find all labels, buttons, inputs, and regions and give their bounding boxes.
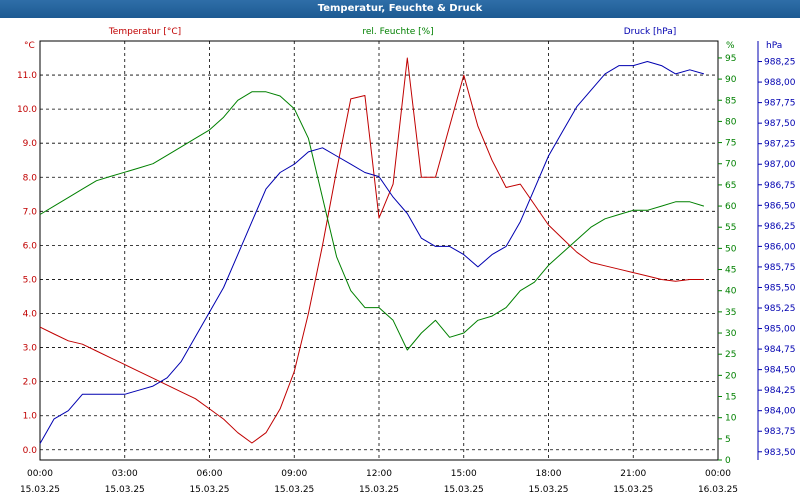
- x-tick-time: 21:00: [620, 469, 646, 479]
- humidity-tick-label: 55: [725, 223, 736, 233]
- humidity-axis-unit: %: [726, 41, 735, 51]
- humidity-tick-label: 15: [725, 393, 736, 403]
- temperature-tick-label: 10.0: [17, 105, 37, 115]
- humidity-tick-label: 5: [725, 435, 731, 445]
- pressure-tick-label: 987,50: [764, 119, 796, 129]
- pressure-tick-label: 985,00: [764, 325, 796, 335]
- temperature-tick-label: 7.0: [23, 207, 38, 217]
- humidity-tick-label: 50: [725, 244, 737, 254]
- humidity-tick-label: 35: [725, 308, 736, 318]
- temperature-tick-label: 9.0: [23, 139, 38, 149]
- humidity-tick-label: 0: [725, 456, 731, 466]
- legend-temperature: Temperatur [°C]: [108, 27, 181, 37]
- pressure-tick-label: 986,25: [764, 222, 796, 232]
- pressure-tick-label: 987,75: [764, 99, 796, 109]
- pressure-tick-label: 985,25: [764, 304, 796, 314]
- x-tick-date: 15.03.25: [528, 485, 568, 495]
- legend-pressure: Druck [hPa]: [624, 27, 677, 37]
- pressure-tick-label: 986,00: [764, 242, 796, 252]
- x-tick-date: 15.03.25: [274, 485, 314, 495]
- x-tick-date: 15.03.25: [20, 485, 60, 495]
- x-tick-date: 15.03.25: [189, 485, 229, 495]
- x-tick-time: 03:00: [112, 469, 138, 479]
- pressure-line: [39, 61, 705, 444]
- pressure-tick-label: 984,25: [764, 386, 796, 396]
- x-tick-time: 15:00: [451, 469, 477, 479]
- x-tick-time: 00:00: [27, 469, 53, 479]
- x-tick-date: 16.03.25: [698, 485, 738, 495]
- humidity-tick-label: 90: [725, 75, 737, 85]
- pressure-tick-label: 984,50: [764, 366, 796, 376]
- pressure-tick-label: 988,25: [764, 58, 796, 68]
- temperature-tick-label: 3.0: [23, 344, 38, 354]
- humidity-tick-label: 75: [725, 139, 736, 149]
- temperature-tick-label: 5.0: [23, 275, 38, 285]
- pressure-tick-label: 983,50: [764, 448, 796, 458]
- temperature-tick-label: 11.0: [17, 71, 37, 81]
- chart-title: Temperatur, Feuchte & Druck: [0, 0, 800, 18]
- x-tick-date: 15.03.25: [444, 485, 484, 495]
- temperature-tick-label: 0.0: [23, 446, 38, 456]
- temperature-tick-label: 2.0: [23, 378, 38, 388]
- humidity-tick-label: 20: [725, 371, 737, 381]
- pressure-tick-label: 987,25: [764, 140, 796, 150]
- pressure-tick-label: 984,75: [764, 345, 796, 355]
- pressure-tick-label: 986,75: [764, 181, 796, 191]
- pressure-tick-label: 988,00: [764, 78, 796, 88]
- temperature-tick-label: 6.0: [23, 241, 38, 251]
- temperature-tick-label: 8.0: [23, 173, 38, 183]
- pressure-tick-label: 986,50: [764, 201, 796, 211]
- pressure-tick-label: 984,00: [764, 407, 796, 417]
- pressure-tick-label: 983,75: [764, 427, 796, 437]
- humidity-tick-label: 25: [725, 350, 736, 360]
- temperature-tick-label: 4.0: [23, 310, 38, 320]
- x-tick-time: 09:00: [281, 469, 307, 479]
- humidity-tick-label: 65: [725, 181, 736, 191]
- x-tick-time: 12:00: [366, 469, 392, 479]
- humidity-tick-label: 95: [725, 54, 736, 64]
- x-tick-time: 18:00: [536, 469, 562, 479]
- x-tick-date: 15.03.25: [105, 485, 145, 495]
- humidity-tick-label: 10: [725, 414, 737, 424]
- left-axis-unit: °C: [24, 41, 35, 51]
- humidity-tick-label: 80: [725, 117, 737, 127]
- humidity-tick-label: 45: [725, 266, 736, 276]
- humidity-tick-label: 30: [725, 329, 737, 339]
- humidity-tick-label: 85: [725, 96, 736, 106]
- legend-humidity: rel. Feuchte [%]: [362, 27, 433, 37]
- x-tick-date: 15.03.25: [359, 485, 399, 495]
- humidity-line: [39, 91, 705, 351]
- temperature-line: [39, 57, 704, 444]
- x-tick-time: 00:00: [705, 469, 731, 479]
- temperature-tick-label: 1.0: [23, 412, 38, 422]
- humidity-tick-label: 40: [725, 287, 737, 297]
- humidity-tick-label: 60: [725, 202, 737, 212]
- x-tick-time: 06:00: [197, 469, 223, 479]
- pressure-tick-label: 987,00: [764, 160, 796, 170]
- x-tick-date: 15.03.25: [613, 485, 653, 495]
- pressure-axis-unit: hPa: [766, 41, 782, 51]
- pressure-tick-label: 985,50: [764, 283, 796, 293]
- humidity-tick-label: 70: [725, 160, 737, 170]
- pressure-tick-label: 985,75: [764, 263, 796, 273]
